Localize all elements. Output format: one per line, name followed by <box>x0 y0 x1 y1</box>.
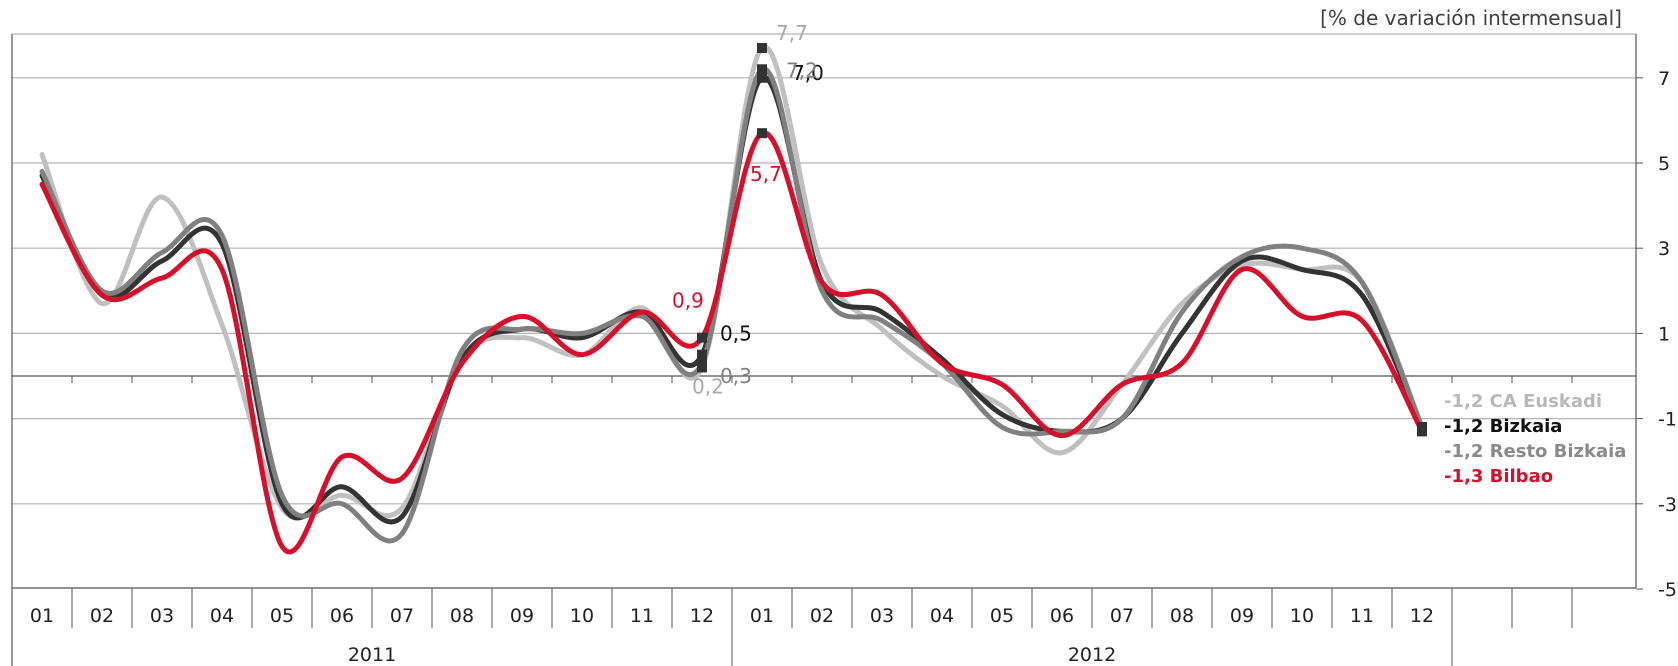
legend-entry-bizkaia: -1,2 Bizkaia <box>1444 416 1562 437</box>
x-tick-label: 12 <box>1410 605 1434 627</box>
legend-entry-ca-euskadi: -1,2 CA Euskadi <box>1444 391 1602 412</box>
data-point-marker <box>697 349 707 360</box>
x-tick-label: 05 <box>990 605 1014 627</box>
x-tick-label: 05 <box>270 605 294 627</box>
data-point-marker <box>757 128 767 139</box>
data-point-marker <box>757 42 767 53</box>
unit-label: [% de variación intermensual] <box>1320 6 1622 30</box>
x-tick-label: 07 <box>1110 605 1134 627</box>
y-tick-label: 7 <box>1658 68 1670 90</box>
x-axis-table: 01 02 03 04 05 06 07 08 09 10 11 12 01 02 03 04 05 06 07 08… <box>12 587 1636 666</box>
data-label-bilbao: 5,7 <box>750 162 782 186</box>
legend: -1,2 CA Euskadi -1,2 Bizkaia -1,2 Resto Bi… <box>1444 391 1626 487</box>
x-tick-label: 08 <box>450 605 474 627</box>
data-labels: 0,2 7,7 0,5 7,0 0,3 7,2 0,9 5,7 <box>672 21 824 399</box>
x-tick-label: 10 <box>1290 605 1314 627</box>
legend-entry-resto-bizkaia: -1,2 Resto Bizkaia <box>1444 441 1626 462</box>
series-line-ca-euskadi <box>39 44 1425 521</box>
data-point-marker <box>697 358 707 369</box>
year-label: 2012 <box>1068 644 1116 666</box>
data-label-resto-bizkaia: 7,2 <box>786 58 818 82</box>
data-point-marker <box>757 64 767 75</box>
data-label-ca-euskadi: 0,2 <box>692 374 724 398</box>
x-tick-label: 04 <box>930 605 954 627</box>
series-lines <box>39 44 1425 555</box>
year-label: 2011 <box>348 644 396 666</box>
y-tick-label: -3 <box>1658 494 1677 516</box>
x-tick-label: 02 <box>810 605 834 627</box>
data-label-bilbao: 0,9 <box>672 289 704 313</box>
legend-entry-bilbao: -1,3 Bilbao <box>1444 466 1553 487</box>
y-tick-label: 1 <box>1658 323 1670 345</box>
data-label-bizkaia: 7,0 <box>792 61 824 85</box>
data-label-bizkaia: 0,5 <box>720 322 752 346</box>
x-tick-label: 06 <box>1050 605 1074 627</box>
x-tick-label: 09 <box>1230 605 1254 627</box>
y-tick-label: 3 <box>1658 238 1670 260</box>
x-tick-label: 01 <box>750 605 774 627</box>
y-tick-label: -5 <box>1658 579 1677 601</box>
series-line-resto-bizkaia <box>39 66 1425 544</box>
x-tick-label: 09 <box>510 605 534 627</box>
x-tick-label: 04 <box>210 605 234 627</box>
data-label-ca-euskadi: 7,7 <box>776 21 808 45</box>
x-tick-label: 03 <box>870 605 894 627</box>
axes <box>11 33 1637 666</box>
y-tick-label: -1 <box>1658 409 1677 431</box>
series-line-bilbao <box>39 130 1425 555</box>
series-markers <box>697 42 1427 437</box>
y-axis-ticks: 7 5 3 1 -1 -3 -5 <box>1636 68 1677 601</box>
x-tick-label: 12 <box>690 605 714 627</box>
x-tick-label: 10 <box>570 605 594 627</box>
series-line-bizkaia <box>39 75 1425 525</box>
data-point-marker <box>697 332 707 343</box>
x-tick-label: 02 <box>90 605 114 627</box>
x-tick-label: 03 <box>150 605 174 627</box>
y-tick-label: 5 <box>1658 153 1670 175</box>
data-point-marker <box>1417 426 1427 437</box>
x-tick-label: 08 <box>1170 605 1194 627</box>
x-tick-label: 06 <box>330 605 354 627</box>
x-tick-label: 07 <box>390 605 414 627</box>
data-point-marker <box>757 72 767 83</box>
x-tick-label: 11 <box>630 605 654 627</box>
x-tick-label: 11 <box>1350 605 1374 627</box>
data-label-resto-bizkaia: 0,3 <box>720 364 752 388</box>
x-tick-label: 01 <box>30 605 54 627</box>
